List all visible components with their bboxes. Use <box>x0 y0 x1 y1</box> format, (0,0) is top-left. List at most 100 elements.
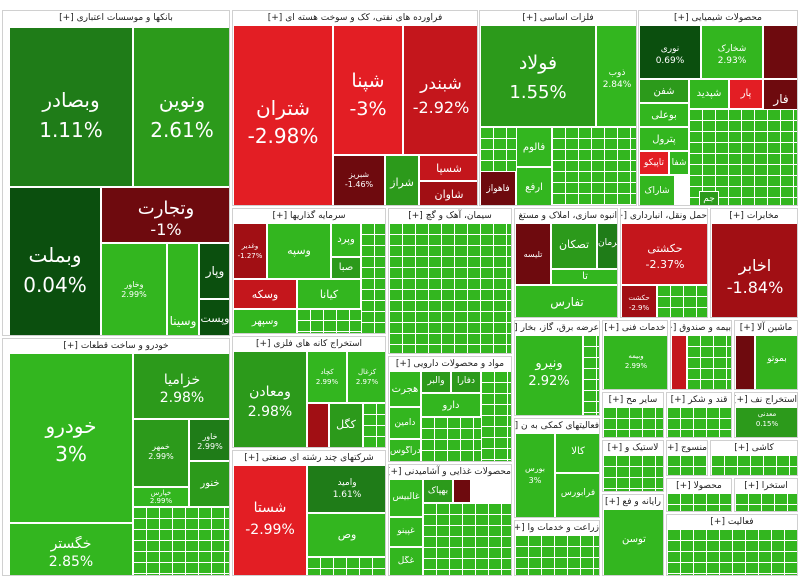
sector-rubber[interactable]: لاستیک و [+] <box>602 440 664 492</box>
sector-aux[interactable]: فعالیتهای کمکی به ن [+] بورس 3% کالا فرا… <box>514 418 600 518</box>
sector-cement[interactable]: سیمان، آهک و گچ [+] <box>388 208 512 354</box>
sector-misc2[interactable]: رایانه و فع [+] توسن <box>602 494 664 576</box>
sector-farming-header[interactable]: زراعت و خدمات وا [+] <box>515 521 599 535</box>
sector-investment[interactable]: سرمایه گذاریها [+] وغدیر -1.27% وسپه وپر… <box>232 208 386 334</box>
tile-kerman[interactable]: کرمان <box>597 223 617 269</box>
tile-vsepeh[interactable]: وسپه <box>267 223 331 279</box>
sector-chemicals[interactable]: محصولات شیمیایی [+] نوری 0.69% شخارک 2.9… <box>638 10 798 206</box>
tile-kchad[interactable]: کچاد 2.99% <box>307 351 347 403</box>
tile-vgh[interactable]: وغدیر -1.27% <box>233 223 267 279</box>
sector-mining-header[interactable]: استخراج کانه های فلزی [+] <box>233 337 385 351</box>
tile-khmehr[interactable]: خمهر 2.99% <box>133 419 189 487</box>
tile-vamid[interactable]: وامید 1.61% <box>307 465 385 513</box>
sector-food-header[interactable]: محصولات غذایی و آشامیدنی [+] <box>389 465 511 479</box>
tile-khavar[interactable]: خاور 2.99% <box>189 419 229 461</box>
tile-kala[interactable]: کالا <box>555 433 599 473</box>
tile-khnur[interactable]: خنور <box>189 461 229 507</box>
tile-khodro[interactable]: خودرو 3% <box>9 353 133 523</box>
sector-insurance[interactable]: بیمه و صندوق [+] <box>670 320 732 390</box>
tile-ghnoush[interactable]: غپینو <box>389 517 423 547</box>
tile-vbsader[interactable]: وبصادر 1.11% <box>9 27 133 187</box>
expand-icon[interactable]: [+] <box>63 341 78 351</box>
tile-vpost[interactable]: وپست <box>199 299 229 335</box>
sector-transport[interactable]: حمل ونقل، انبارداری [+] حکشتی -2.37% حکش… <box>620 208 708 318</box>
tile-shebandar[interactable]: شبندر -2.92% <box>403 25 477 155</box>
tile-vkaena[interactable]: کیانا <box>297 279 361 309</box>
sector-tiles[interactable]: کاشی [+] <box>710 440 798 476</box>
expand-icon[interactable]: [+] <box>408 211 423 221</box>
sector-multi[interactable]: شرکتهای چند رشته ای صنعتی [+] شستا -2.99… <box>232 450 386 576</box>
sector-telecom-header[interactable]: مخابرات [+] <box>711 209 797 223</box>
tile-vsus[interactable]: وص <box>307 513 385 557</box>
tile-fezob[interactable]: ذوب 2.84% <box>596 25 636 127</box>
sector-metals-header[interactable]: فلزات اساسی [+] <box>480 11 636 25</box>
tile-sheraz[interactable]: شراز <box>385 155 419 205</box>
tile-vbtoo[interactable]: وبیمه 2.99% <box>603 335 667 389</box>
expand-icon[interactable]: [+] <box>671 323 677 333</box>
sector-utilities[interactable]: عرضه برق، گاز، بخار [+] ونیرو 2.92% <box>514 320 600 416</box>
sector-oilext[interactable]: استخراج نف [+] معدنی 0.15% <box>734 392 798 438</box>
expand-icon[interactable]: [+] <box>389 467 402 477</box>
tile-sharak[interactable]: شاراک <box>639 175 675 205</box>
tile-tafars[interactable]: تفارس <box>515 285 617 317</box>
tile-shebriz[interactable]: شبریز -1.46% <box>333 155 385 205</box>
tile-kzar[interactable]: کزغال 2.97% <box>347 351 385 403</box>
sector-pharma[interactable]: مواد و محصولات دارویی [+] والبر دفارا هج… <box>388 356 512 462</box>
sector-chemicals-header[interactable]: محصولات شیمیایی [+] <box>639 11 797 25</box>
tile-shesita[interactable]: شسپا <box>419 155 477 181</box>
tile-khzamia[interactable]: خزامیا 2.98% <box>133 353 229 419</box>
tile-hejrat[interactable]: هجرت <box>389 371 421 407</box>
expand-icon[interactable]: [+] <box>604 323 619 333</box>
expand-icon[interactable]: [+] <box>621 211 627 221</box>
sector-investment-header[interactable]: سرمایه گذاریها [+] <box>233 209 385 223</box>
expand-icon[interactable]: [+] <box>670 395 686 405</box>
tile-petrol[interactable]: پترول <box>639 127 689 151</box>
tile-machinery-red[interactable] <box>735 335 755 389</box>
sector-multi-header[interactable]: شرکتهای چند رشته ای صنعتی [+] <box>233 451 385 465</box>
sector-cement-header[interactable]: سیمان، آهک و گچ [+] <box>389 209 511 223</box>
tile-vbmellat[interactable]: وبملت 0.04% <box>9 187 101 335</box>
sector-banks[interactable]: بانکها و موسسات اعتباری [+] وبصادر 1.11%… <box>2 10 230 336</box>
tile-nuri[interactable]: نوری 0.69% <box>639 25 701 79</box>
tile-tosan[interactable]: توسن <box>603 509 663 575</box>
sector-misc3[interactable]: محصولا [+] <box>666 478 732 512</box>
expand-icon[interactable]: [+] <box>604 497 620 507</box>
tile-vrpar[interactable]: وپرد <box>331 223 361 257</box>
sector-oilext-header[interactable]: استخراج نف [+] <box>735 393 797 407</box>
tile-mining-red[interactable] <box>307 403 329 447</box>
tile-sabah[interactable]: صبا <box>331 257 361 279</box>
sector-metals[interactable]: فلزات اساسی [+] فولاد 1.55% ذوب 2.84% فا… <box>479 10 637 206</box>
tile-faloom[interactable]: فالوم <box>516 127 552 167</box>
sector-rubber-header[interactable]: لاستیک و [+] <box>603 441 663 455</box>
sector-mining[interactable]: استخراج کانه های فلزی [+] ومعادن 2.98% ک… <box>232 336 386 448</box>
expand-icon[interactable]: [+] <box>607 443 623 453</box>
sector-tiles-header[interactable]: کاشی [+] <box>711 441 797 455</box>
tile-damin[interactable]: دامین <box>389 407 421 439</box>
sector-engineering[interactable]: خدمات فنی [+] وبیمه 2.99% <box>602 320 668 390</box>
tile-kaveh[interactable]: پار <box>729 79 763 109</box>
sector-aux-header[interactable]: فعالیتهای کمکی به ن [+] <box>515 419 599 433</box>
tile-jam[interactable]: جم <box>699 191 719 205</box>
tile-shafa[interactable]: شفا <box>669 151 689 175</box>
tile-vseke[interactable]: وسکه <box>233 279 297 309</box>
expand-icon[interactable]: [+] <box>267 13 283 23</box>
sector-utilities-header[interactable]: عرضه برق، گاز، بخار [+] <box>515 321 599 335</box>
tile-vpasar[interactable]: وپار <box>199 243 229 299</box>
expand-icon[interactable]: [+] <box>244 453 259 463</box>
tile-shepna[interactable]: شپنا -3% <box>333 25 403 155</box>
tile-shesta[interactable]: شستا -2.99% <box>233 465 307 575</box>
tile-food-red[interactable] <box>453 479 471 503</box>
sector-farming[interactable]: زراعت و خدمات وا [+] <box>514 520 600 576</box>
sector-misc2-header[interactable]: رایانه و فع [+] <box>603 495 663 509</box>
sector-misc4[interactable]: استخرا [+] <box>734 478 798 512</box>
tile-chem-red-1[interactable] <box>763 25 797 79</box>
sector-misc1-header[interactable]: سایر مح [+] <box>603 393 663 407</box>
expand-icon[interactable]: [+] <box>515 421 518 431</box>
expand-icon[interactable]: [+] <box>674 13 689 23</box>
tile-bouali[interactable]: بوعلی <box>639 103 689 127</box>
sector-lease-header[interactable]: فعالیت [+] <box>667 515 797 529</box>
tile-dalbor[interactable]: دارو <box>421 393 481 417</box>
sector-engineering-header[interactable]: خدمات فنی [+] <box>603 321 667 335</box>
sector-machinery[interactable]: ماشین آلا [+] بموتو <box>734 320 798 390</box>
tile-vsepehr[interactable]: وسپهر <box>233 309 297 333</box>
